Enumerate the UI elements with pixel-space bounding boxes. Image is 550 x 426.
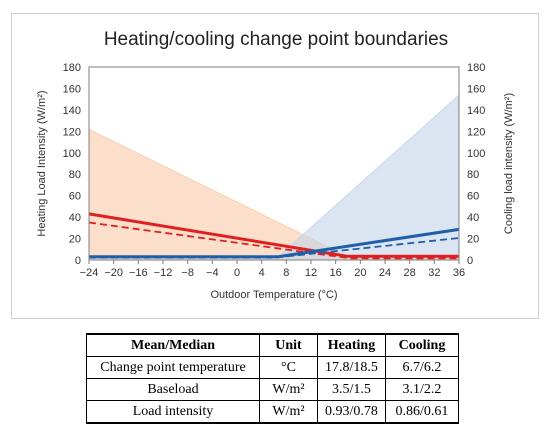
row-unit: W/m²: [259, 378, 318, 401]
y-right-tick-label: 100: [467, 148, 485, 160]
x-tick-label: −20: [104, 267, 123, 279]
row-unit: °C: [259, 356, 318, 379]
x-tick-label: 20: [354, 267, 366, 279]
x-tick-label: 12: [305, 267, 317, 279]
y-left-axis-label: Heating Load Intensity (W/m²): [36, 90, 48, 236]
row-heating: 0.93/0.78: [317, 400, 386, 424]
x-tick-label: 8: [283, 267, 289, 279]
y-left-tick-label: 100: [63, 148, 81, 160]
x-tick-label: 4: [259, 267, 265, 279]
table-header-row: Mean/Median Unit Heating Cooling: [86, 333, 459, 357]
y-left-tick-label: 80: [69, 169, 81, 181]
statistics-table: Mean/Median Unit Heating Cooling Change …: [86, 333, 459, 424]
x-axis-label: Outdoor Temperature (°C): [210, 289, 337, 301]
row-heating: 17.8/18.5: [317, 356, 386, 379]
row-label: Baseload: [86, 378, 260, 401]
y-right-tick-label: 20: [467, 234, 479, 246]
y-right-tick-label: 80: [467, 169, 479, 181]
y-right-tick-label: 160: [467, 83, 485, 95]
x-tick-label: 0: [234, 267, 240, 279]
series-line-5: [89, 237, 460, 259]
x-tick-label: −24: [80, 267, 99, 279]
y-left-tick-label: 160: [63, 83, 81, 95]
y-right-tick-label: 180: [467, 62, 485, 74]
table-row: Load intensity W/m² 0.93/0.78 0.86/0.61: [86, 400, 459, 424]
x-tick-label: 16: [330, 267, 342, 279]
change-point-chart: Heating/cooling change point boundaries −…: [36, 29, 515, 301]
chart-title: Heating/cooling change point boundaries: [104, 29, 448, 50]
y-right-tick-label: 0: [467, 255, 473, 267]
row-label: Change point temperature: [86, 356, 260, 379]
x-tick-label: 32: [428, 267, 440, 279]
row-cooling: 0.86/0.61: [385, 400, 459, 424]
y-right-tick-label: 40: [467, 212, 479, 224]
y-right-tick-label: 120: [467, 126, 485, 138]
table-row: Baseload W/m² 3.5/1.5 3.1/2.2: [86, 378, 459, 401]
row-cooling: 6.7/6.2: [385, 356, 459, 379]
chart-frame: Heating/cooling change point boundaries −…: [11, 13, 539, 319]
header-cooling: Cooling: [385, 333, 459, 357]
y-left-tick-label: 140: [63, 105, 81, 117]
y-left-tick-label: 20: [69, 234, 81, 246]
y-right-axis-label: Cooling load intensity (W/m²): [503, 93, 515, 234]
y-left-tick-label: 180: [63, 62, 81, 74]
plot-border: [88, 66, 460, 261]
y-left-tick-label: 0: [75, 255, 81, 267]
row-heating: 3.5/1.5: [317, 378, 386, 401]
x-tick-label: −8: [181, 267, 194, 279]
y-right-tick-label: 60: [467, 191, 479, 203]
row-label: Load intensity: [86, 400, 260, 424]
row-cooling: 3.1/2.2: [385, 378, 459, 401]
x-tick-label: −12: [154, 267, 173, 279]
x-tick-label: 24: [379, 267, 391, 279]
series-line-3: [88, 221, 459, 260]
header-mean-median: Mean/Median: [86, 333, 260, 357]
y-right-tick-label: 140: [467, 105, 485, 117]
x-tick-label: 28: [404, 267, 416, 279]
x-tick-label: −16: [129, 267, 148, 279]
header-unit: Unit: [259, 333, 318, 357]
table-row: Change point temperature °C 17.8/18.5 6.…: [86, 356, 459, 379]
y-left-tick-label: 60: [69, 191, 81, 203]
y-left-tick-label: 120: [63, 126, 81, 138]
x-tick-label: −4: [206, 267, 219, 279]
row-unit: W/m²: [259, 400, 318, 424]
header-heating: Heating: [317, 333, 386, 357]
series-line-2: [88, 212, 459, 258]
y-left-tick-label: 40: [69, 212, 81, 224]
x-tick-label: 36: [453, 267, 465, 279]
